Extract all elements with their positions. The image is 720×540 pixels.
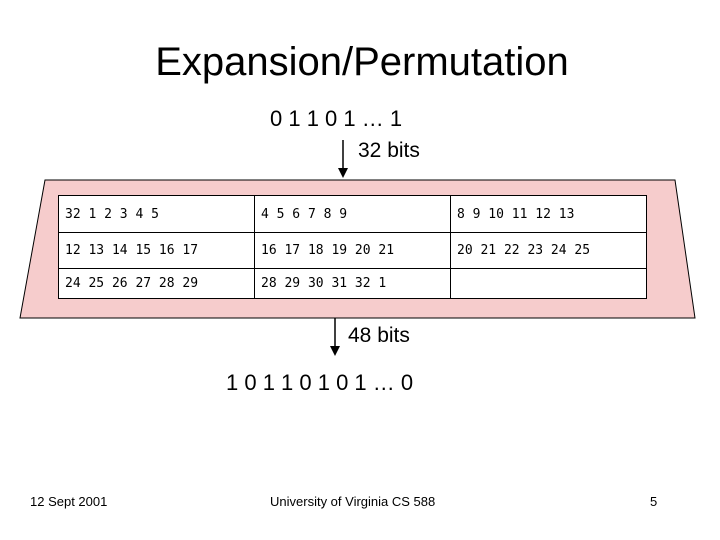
table-cell: 20 21 22 23 24 25	[450, 232, 647, 269]
table-cell: 28 29 30 31 32 1	[254, 268, 451, 299]
output-bits: 1 0 1 1 0 1 0 1 … 0	[226, 370, 414, 395]
table-cell: 12 13 14 15 16 17	[58, 232, 255, 269]
output-size: 48 bits	[348, 324, 410, 347]
input-arrowhead	[338, 168, 348, 178]
footer-page: 5	[650, 494, 658, 509]
title: Expansion/Permutation	[155, 40, 569, 84]
input-size: 32 bits	[358, 139, 420, 162]
table-row: 12 13 14 15 16 17 16 17 18 19 20 21 20 21 …	[58, 232, 647, 269]
table-cell	[450, 268, 647, 299]
table-cell: 16 17 18 19 20 21	[254, 232, 451, 269]
table-cell: 4 5 6 7 8 9	[254, 195, 451, 233]
footer-date: 12 Sept 2001	[30, 494, 108, 509]
table-cell: 24 25 26 27 28 29	[58, 268, 255, 299]
output-arrowhead	[330, 346, 340, 356]
table-row: 24 25 26 27 28 29 28 29 30 31 32 1	[58, 268, 647, 299]
table-cell: 8 9 10 11 12 13	[450, 195, 647, 233]
table-cell: 32 1 2 3 4 5	[58, 195, 255, 233]
footer-course: University of Virginia CS 588	[270, 494, 436, 509]
input-bits: 0 1 1 0 1 … 1	[270, 106, 403, 131]
